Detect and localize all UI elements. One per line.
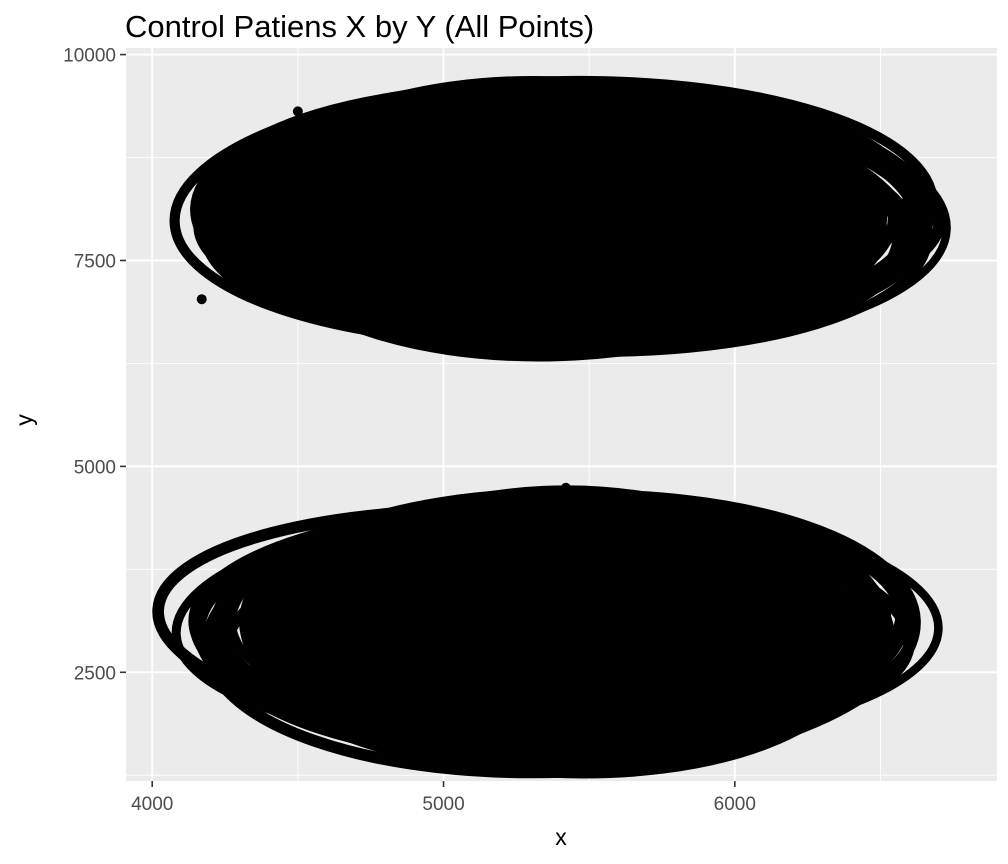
x-tick-label: 4000 — [131, 794, 173, 815]
y-axis-title: y — [11, 414, 37, 426]
x-tick-label: 6000 — [714, 794, 756, 815]
data-point — [881, 641, 892, 652]
y-tick-label: 10000 — [63, 46, 116, 67]
y-tick-label: 5000 — [74, 457, 116, 478]
y-tick-label: 7500 — [74, 251, 116, 272]
x-tick-label: 5000 — [422, 794, 464, 815]
data-point — [758, 122, 769, 133]
cluster-core — [240, 523, 868, 740]
y-axis: 2500 5000 7500 10000 — [63, 46, 126, 684]
chart-title: Control Patiens X by Y (All Points) — [125, 9, 594, 44]
data-point — [796, 124, 807, 135]
y-tick-label: 2500 — [74, 663, 116, 684]
x-axis: 4000 5000 6000 — [131, 781, 756, 815]
trajectory-loop — [270, 102, 825, 351]
data-points — [152, 75, 951, 779]
data-point — [292, 106, 303, 117]
data-point — [196, 294, 207, 305]
trajectory-loop — [188, 500, 943, 749]
data-point — [560, 482, 571, 493]
cluster-core — [243, 115, 883, 326]
trajectory-loop — [203, 82, 929, 345]
x-axis-title: x — [555, 824, 567, 850]
